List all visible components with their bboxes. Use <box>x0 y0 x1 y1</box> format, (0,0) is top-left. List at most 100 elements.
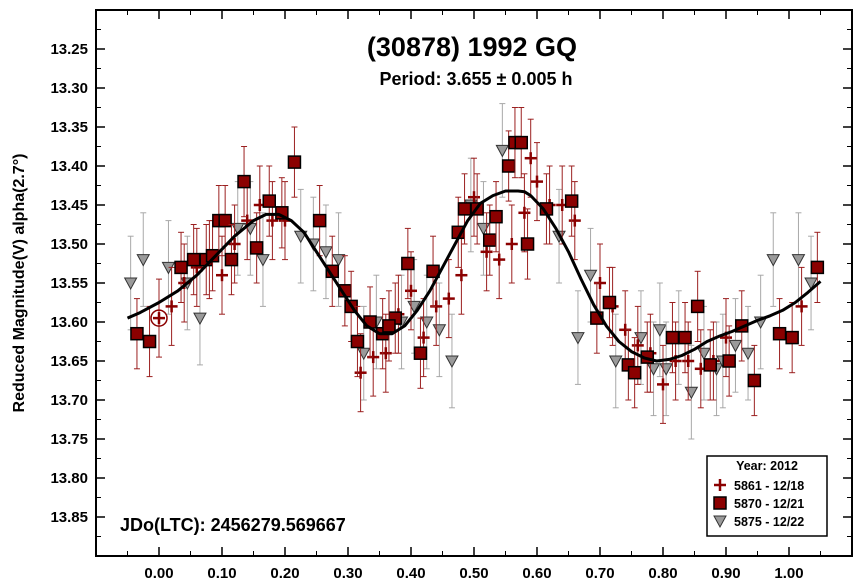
legend: Year: 2012 5861 - 12/18 5870 - 12/21 587… <box>706 455 828 537</box>
x-tick-label: 0.60 <box>522 565 551 582</box>
data-point-square <box>237 174 251 189</box>
data-point-triangle <box>331 254 346 267</box>
y-tick-label: 13.60 <box>50 314 88 331</box>
legend-entry-3: 5875 - 12/22 <box>734 515 804 529</box>
data-point-triangle <box>766 254 781 267</box>
data-point-plus <box>228 238 241 250</box>
data-point-square <box>130 326 144 341</box>
data-point-triangle <box>495 144 510 158</box>
x-tick-label: 0.00 <box>144 565 173 582</box>
data-point-square <box>262 194 276 208</box>
data-point-triangle <box>653 324 667 337</box>
data-point-square <box>747 373 762 388</box>
data-point-plus <box>455 269 468 282</box>
data-point-plus <box>493 253 506 266</box>
legend-title: Year: 2012 <box>736 459 798 473</box>
data-point-square <box>501 159 516 173</box>
x-tick-label: 0.20 <box>270 565 299 582</box>
data-point-triangle <box>608 355 623 369</box>
data-point-plus <box>165 300 178 313</box>
x-axis: 0.00 0.10 0.20 0.30 0.40 0.50 0.60 0.70 0.80 0.90… <box>127 10 821 582</box>
data-point-plus <box>795 300 808 313</box>
data-point-square <box>142 334 157 349</box>
data-point-square <box>489 209 503 224</box>
x-tick-label: 0.10 <box>207 565 236 582</box>
data-point-square <box>602 295 617 310</box>
chart-title: (30878) 1992 GQ <box>367 32 577 62</box>
y-tick-label: 13.80 <box>50 470 88 487</box>
y-tick-label: 13.45 <box>50 197 88 214</box>
data-point-square <box>350 334 365 349</box>
y-tick-label: 13.35 <box>50 119 88 136</box>
y-tick-label: 13.70 <box>50 392 88 409</box>
data-point-triangle <box>319 246 333 259</box>
epoch-annotation: JDo(LTC): 2456279.569667 <box>120 515 346 535</box>
x-tick-label: 0.50 <box>459 565 488 582</box>
legend-marker-square <box>713 496 727 510</box>
data-point-plus <box>442 292 455 305</box>
data-point-plus <box>682 355 695 367</box>
legend-box <box>706 455 828 537</box>
data-point-triangle <box>741 347 755 361</box>
data-point-square <box>249 241 264 255</box>
x-tick-label: 0.40 <box>396 565 425 582</box>
x-tick-label: 0.70 <box>585 565 614 582</box>
data-point-square <box>287 155 302 169</box>
data-point-square <box>514 135 528 150</box>
data-point-triangle <box>804 277 818 291</box>
y-tick-label: 13.30 <box>50 80 88 97</box>
data-point-plus <box>657 378 669 391</box>
data-point-square <box>810 260 825 275</box>
data-point-square <box>564 194 579 208</box>
data-point-triangle <box>583 269 598 283</box>
data-point-square <box>772 326 787 341</box>
data-point-square <box>703 358 717 372</box>
data-point-triangle <box>571 332 585 345</box>
series-square <box>130 107 825 417</box>
data-point-triangle <box>123 277 138 291</box>
data-point-square <box>785 330 799 345</box>
y-axis-label: Reduced Magnitude(V) alpha(2.7°) <box>11 154 28 413</box>
data-point-plus <box>518 206 531 219</box>
data-point-plus <box>354 366 367 379</box>
x-tick-label: 0.80 <box>648 565 677 582</box>
data-point-plus <box>216 269 228 282</box>
data-point-square <box>413 346 428 360</box>
x-tick-label: 0.90 <box>711 565 740 582</box>
data-point-square <box>401 256 415 271</box>
data-point-plus <box>531 175 543 188</box>
data-point-square <box>382 319 396 333</box>
x-tick-label: 0.30 <box>333 565 362 582</box>
data-point-triangle <box>445 355 459 369</box>
legend-entry-2: 5870 - 12/21 <box>734 497 804 511</box>
data-point-plus <box>379 347 392 360</box>
y-tick-label: 13.50 <box>50 236 88 253</box>
data-point-plus <box>480 245 493 258</box>
data-point-square <box>690 299 705 314</box>
epoch-marker-circle <box>150 309 168 327</box>
data-point-square <box>312 213 327 228</box>
y-tick-label: 13.55 <box>50 275 88 292</box>
x-tick-label: 1.00 <box>774 565 803 582</box>
data-point-square <box>483 233 497 247</box>
data-point-plus <box>468 191 480 204</box>
data-point-triangle <box>136 254 151 267</box>
data-point-plus <box>266 214 279 227</box>
y-tick-label: 13.75 <box>50 431 88 448</box>
data-point-plus <box>505 238 518 250</box>
data-point-triangle <box>193 312 207 326</box>
data-point-square <box>174 260 188 275</box>
data-point-square <box>186 252 201 267</box>
data-point-plus <box>417 331 430 344</box>
y-tick-label: 13.25 <box>50 41 88 58</box>
y-tick-label: 13.40 <box>50 158 88 175</box>
data-point-square <box>678 330 692 345</box>
y-tick-label: 13.65 <box>50 353 88 370</box>
data-point-triangle <box>728 339 743 353</box>
data-point-square <box>520 237 535 251</box>
data-point-plus <box>631 339 644 352</box>
data-point-plus <box>405 284 417 297</box>
chart-subtitle: Period: 3.655 ± 0.005 h <box>380 69 573 89</box>
data-point-square <box>722 354 736 368</box>
